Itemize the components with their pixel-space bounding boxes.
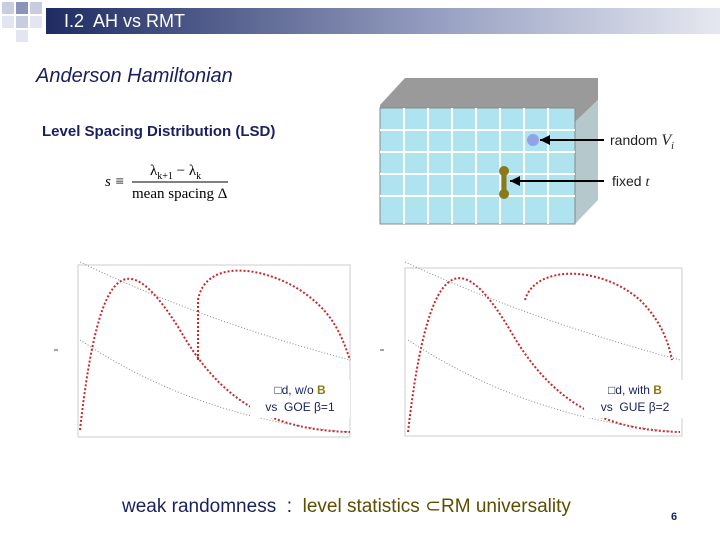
label-text: fixed [612,173,645,189]
page-number: 6 [671,511,677,523]
subscript: k+1 [157,171,173,182]
plot-caption: □d, w/o B [274,383,326,397]
caption-box [584,380,684,418]
subscript: k [196,171,201,182]
lambda: − λ [173,163,197,179]
formula: s ≡ λk+1 − λk mean spacing Δ [105,163,228,202]
label-text: random [610,132,661,148]
header-bar [46,8,720,34]
symbol: t [645,175,650,190]
caption-text: □d, w/o [274,383,317,397]
caption-symbol: B [317,383,326,397]
lambda: λ [150,163,158,179]
subscript: i [671,141,674,152]
lattice [379,78,604,225]
fixed-label: fixed t [612,173,650,190]
subheading: Level Spacing Distribution (LSD) [42,123,275,140]
heading: Anderson Hamiltonian [35,65,233,87]
header-title: I.2 AH vs RMT [64,11,185,31]
statement-lead: weak randomness : [121,496,303,517]
formula-lhs: s ≡ [105,174,125,190]
statement: weak randomness : level statistics ⊂RM u… [121,496,571,517]
statement-claim: level statistics ⊂RM universality [303,496,572,517]
formula-numerator: λk+1 − λk [150,163,201,182]
caption-symbol: B [653,383,662,397]
caption-box [250,380,350,418]
formula-denominator: mean spacing Δ [132,186,228,202]
plot-figure [380,261,683,437]
caption-text: □d, with [608,383,653,397]
symbol: V [661,132,673,149]
random-label: random Vi [610,132,674,152]
header-decoration [2,2,42,42]
plot-comparison: vs GUE β=2 [601,400,670,414]
plot-comparison: vs GOE β=1 [265,400,335,414]
plot-figure [54,261,351,438]
plot-caption: □d, with B [608,383,662,397]
